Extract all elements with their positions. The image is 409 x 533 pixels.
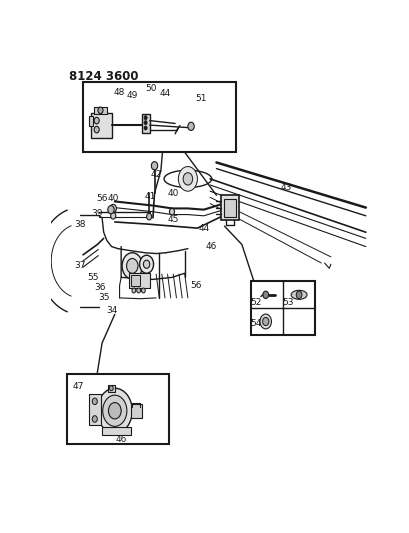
Bar: [89, 394, 100, 425]
Circle shape: [296, 291, 301, 298]
Circle shape: [259, 314, 271, 329]
Text: 36: 36: [94, 283, 106, 292]
Text: 46: 46: [206, 242, 217, 251]
Ellipse shape: [290, 290, 306, 300]
Text: 37: 37: [74, 261, 85, 270]
Text: 47: 47: [72, 382, 84, 391]
Text: 51: 51: [194, 94, 206, 103]
Circle shape: [108, 402, 121, 419]
Circle shape: [141, 288, 145, 293]
Circle shape: [169, 208, 174, 215]
Text: 46: 46: [115, 435, 126, 444]
Circle shape: [109, 386, 113, 391]
Text: 56: 56: [96, 194, 108, 203]
Text: 42: 42: [150, 170, 161, 179]
Bar: [251, 281, 314, 335]
Text: 40: 40: [168, 189, 179, 198]
Circle shape: [144, 120, 147, 125]
Circle shape: [108, 206, 114, 214]
Text: 44: 44: [198, 224, 209, 232]
Bar: [130, 404, 142, 418]
Circle shape: [262, 317, 268, 326]
Bar: [224, 199, 235, 216]
Circle shape: [183, 173, 192, 185]
Text: 50: 50: [145, 84, 157, 93]
Text: 8124 3600: 8124 3600: [69, 70, 138, 83]
Circle shape: [151, 161, 157, 170]
Circle shape: [92, 416, 97, 422]
Circle shape: [187, 122, 194, 131]
Text: 44: 44: [160, 89, 171, 98]
Bar: [142, 114, 149, 133]
Circle shape: [144, 126, 147, 130]
Circle shape: [110, 213, 115, 219]
Text: 35: 35: [98, 293, 109, 302]
Circle shape: [132, 288, 135, 293]
Text: 41: 41: [144, 191, 155, 200]
Circle shape: [97, 388, 132, 433]
Circle shape: [139, 255, 153, 273]
Text: 49: 49: [126, 92, 137, 101]
Text: 34: 34: [106, 306, 117, 314]
Text: 56: 56: [190, 281, 201, 290]
Bar: [108, 385, 115, 392]
Circle shape: [122, 253, 142, 279]
Circle shape: [126, 259, 138, 273]
Bar: [130, 276, 140, 286]
Text: 53: 53: [281, 298, 293, 308]
Circle shape: [94, 126, 99, 133]
Bar: [94, 107, 107, 114]
Circle shape: [146, 213, 151, 220]
Circle shape: [178, 166, 197, 191]
Text: 43: 43: [280, 183, 291, 191]
Text: 45: 45: [168, 215, 179, 224]
Circle shape: [94, 117, 99, 124]
Circle shape: [103, 395, 126, 426]
Bar: [221, 195, 238, 220]
Bar: [102, 427, 130, 435]
Text: 40: 40: [107, 194, 119, 203]
Text: 54: 54: [250, 319, 261, 328]
Text: 55: 55: [87, 273, 98, 282]
Bar: [129, 273, 149, 288]
Bar: [83, 83, 235, 152]
Text: 48: 48: [114, 88, 125, 97]
Circle shape: [92, 398, 97, 405]
Text: 39: 39: [91, 209, 103, 218]
Bar: [67, 374, 169, 443]
Circle shape: [136, 288, 140, 293]
Circle shape: [143, 260, 149, 268]
Text: 38: 38: [74, 220, 85, 229]
Circle shape: [262, 291, 268, 298]
Bar: [88, 117, 92, 126]
Circle shape: [144, 116, 147, 120]
Bar: [91, 113, 111, 138]
Circle shape: [98, 107, 103, 114]
Text: 52: 52: [250, 298, 261, 308]
Circle shape: [110, 204, 116, 213]
